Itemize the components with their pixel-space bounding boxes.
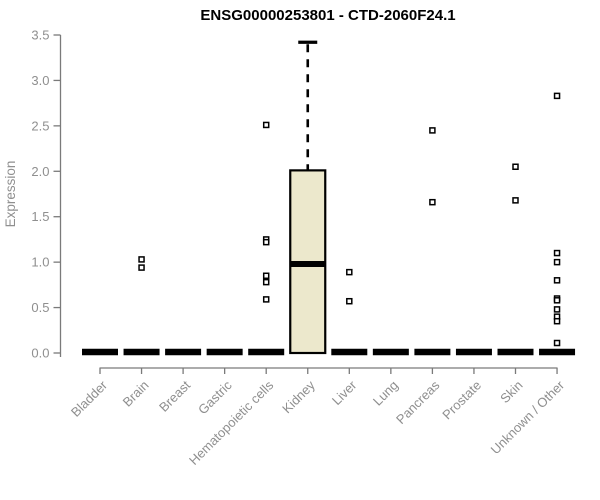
y-axis-label: Expression <box>3 161 18 228</box>
x-category-label: Skin <box>497 378 525 406</box>
outlier-point <box>138 256 145 263</box>
x-category-label: Pancreas <box>393 377 443 427</box>
outlier-point <box>346 268 353 276</box>
outlier-point <box>553 306 561 313</box>
outlier-point <box>138 264 145 271</box>
chart-title: ENSG00000253801 - CTD-2060F24.1 <box>200 7 455 24</box>
boxplot-series <box>82 40 576 356</box>
y-tick-label: 3.0 <box>31 73 49 88</box>
y-tick-label: 0.5 <box>31 300 49 315</box>
x-category-label: Gastric <box>195 377 235 417</box>
y-tick-label: 3.5 <box>31 28 49 43</box>
outlier-point <box>262 296 270 303</box>
outlier-point <box>429 198 436 206</box>
x-category-label: Prostate <box>439 378 484 423</box>
outlier-point <box>262 238 270 246</box>
y-tick-label: 1.5 <box>31 209 49 224</box>
x-category-label: Brain <box>120 378 152 410</box>
x-category-label: Unknown / Other <box>488 377 568 457</box>
outlier-point <box>512 163 519 170</box>
outlier-point <box>553 277 561 284</box>
outlier-point <box>553 249 561 257</box>
y-tick-label: 2.0 <box>31 164 49 179</box>
outlier-point <box>262 121 270 129</box>
y-tick-label: 0.0 <box>31 346 49 361</box>
y-axis: 0.0 0.5 1.0 1.5 2.0 2.5 3.0 3.5 <box>31 28 62 361</box>
outlier-point <box>429 127 436 134</box>
outlier-point <box>553 339 561 347</box>
outlier-point <box>553 297 561 304</box>
x-category-label: Bladder <box>68 377 111 420</box>
y-tick-label: 2.5 <box>31 118 49 133</box>
outlier-point <box>553 92 561 100</box>
x-category-label: Liver <box>329 377 360 408</box>
outlier-point <box>553 317 561 325</box>
outlier-point <box>553 258 561 266</box>
outlier-point <box>262 278 270 286</box>
outlier-point <box>512 197 519 204</box>
x-category-label: Lung <box>370 378 401 409</box>
outlier-point <box>262 272 270 280</box>
x-category-label: Breast <box>156 377 193 414</box>
x-category-label: Kidney <box>279 377 318 416</box>
y-tick-label: 1.0 <box>31 255 49 270</box>
outlier-point <box>346 297 353 305</box>
